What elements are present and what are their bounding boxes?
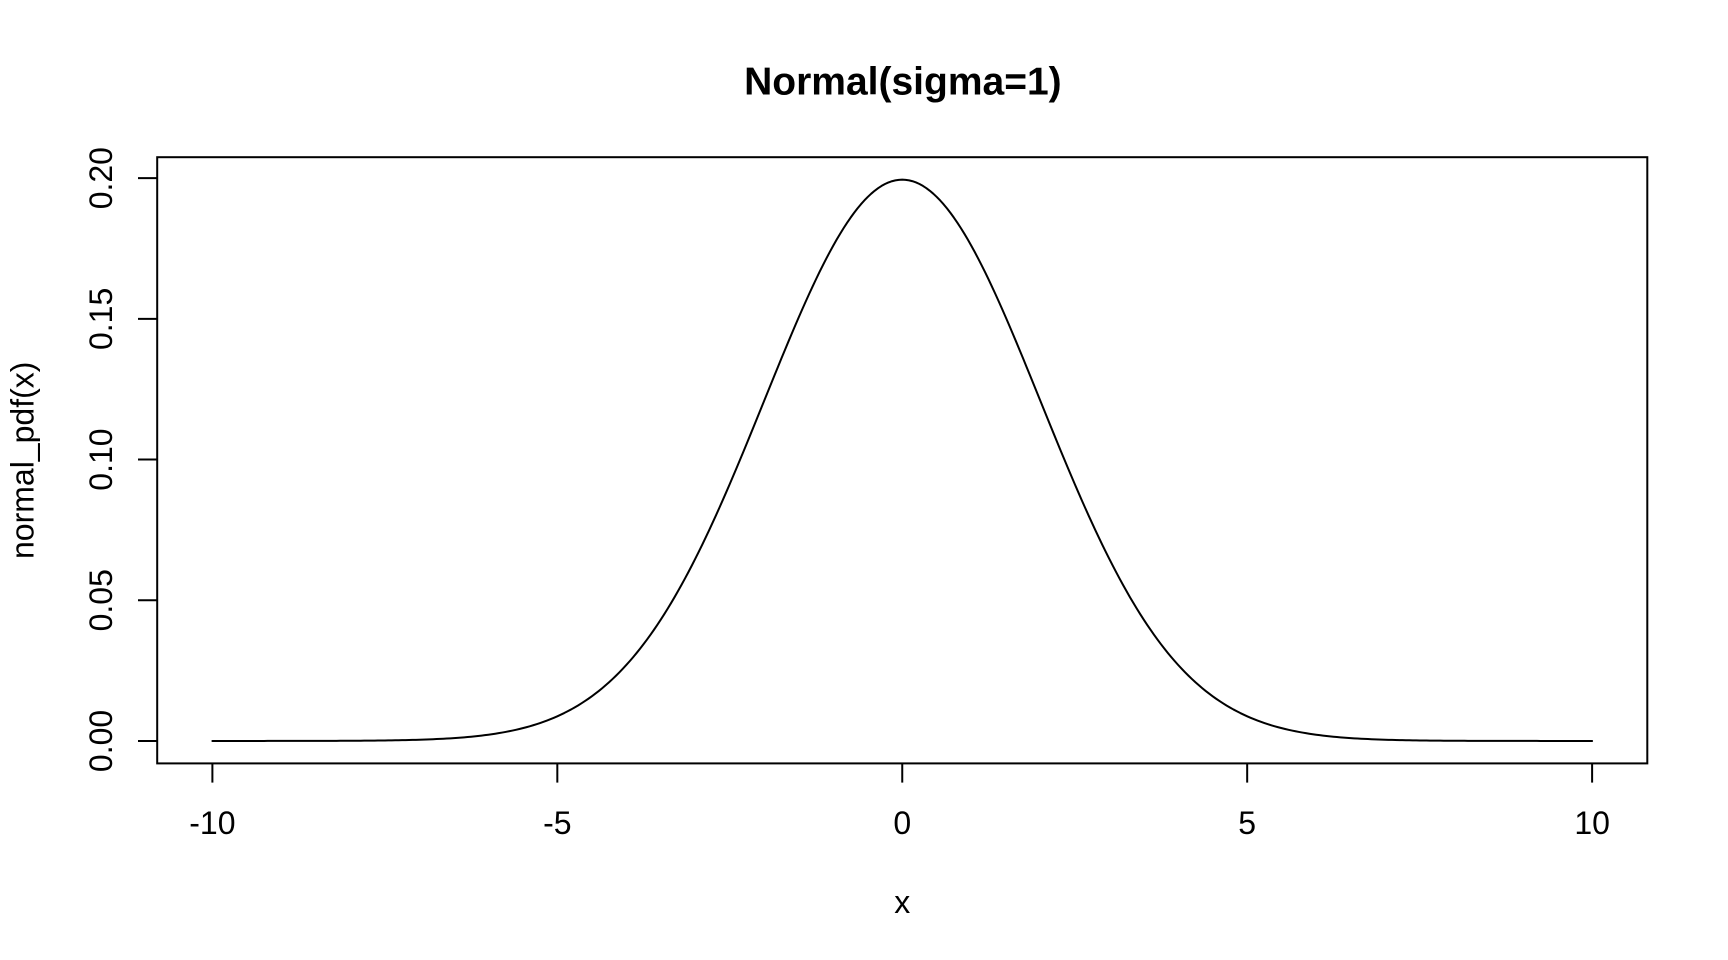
svg-text:0.20: 0.20 [83,147,119,209]
svg-text:-5: -5 [543,805,571,841]
svg-text:5: 5 [1238,805,1256,841]
svg-text:x: x [894,884,910,920]
svg-text:0.00: 0.00 [83,710,119,772]
svg-text:0.05: 0.05 [83,569,119,631]
svg-text:Normal(sigma=1): Normal(sigma=1) [744,61,1062,104]
svg-text:0.15: 0.15 [83,288,119,350]
svg-text:-10: -10 [189,805,235,841]
svg-text:normal_pdf(x): normal_pdf(x) [5,362,41,559]
svg-text:10: 10 [1574,805,1610,841]
svg-text:0: 0 [893,805,911,841]
svg-text:0.10: 0.10 [83,428,119,490]
